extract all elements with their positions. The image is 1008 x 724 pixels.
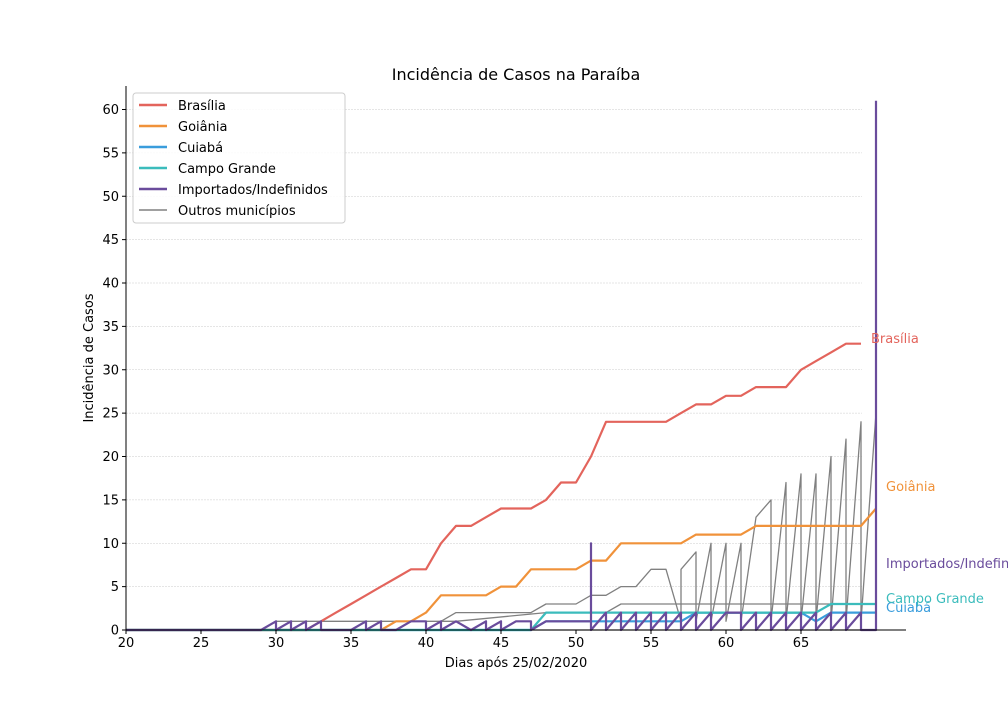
x-ticks: 20 25 30 35 40 45 50 55 60 65: [118, 630, 810, 651]
x-tick-label: 35: [343, 636, 360, 651]
chart-title: Incidência de Casos na Paraíba: [392, 65, 641, 84]
end-label: Goiânia: [886, 480, 935, 495]
legend: Brasília Goiânia Cuiabá Campo Grande Importa…: [132, 92, 346, 224]
series-line: [126, 413, 877, 631]
x-tick-label: 30: [268, 636, 285, 651]
grid-lines: [126, 109, 862, 587]
x-tick-label: 55: [643, 636, 660, 651]
y-tick-label: 55: [102, 146, 119, 161]
end-label: Brasília: [871, 332, 919, 347]
end-label: Cuiabá: [886, 601, 931, 616]
x-tick-label: 65: [793, 636, 810, 651]
axes: [125, 86, 906, 631]
x-tick-label: 50: [568, 636, 585, 651]
series-line: [126, 100, 878, 632]
y-axis-label: Incidência de Casos: [82, 293, 97, 422]
legend-label: Cuiabá: [178, 141, 223, 156]
x-tick-label: 20: [118, 636, 135, 651]
x-axis-label: Dias após 25/02/2020: [445, 656, 588, 671]
y-ticks: 0 5 10 15 20 25 30 35 40 45 50 55 60: [102, 103, 126, 639]
y-tick-label: 50: [102, 190, 119, 205]
legend-label: Outros municípios: [178, 204, 296, 219]
legend-label: Campo Grande: [178, 162, 276, 177]
y-tick-label: 30: [102, 363, 119, 378]
y-tick-label: 35: [102, 320, 119, 335]
y-tick-label: 40: [102, 277, 119, 292]
y-tick-label: 60: [102, 103, 119, 118]
y-tick-label: 15: [102, 493, 119, 508]
y-tick-label: 20: [102, 450, 119, 465]
end-label: Importados/Indefinidos: [886, 557, 1008, 572]
y-tick-label: 0: [111, 624, 119, 639]
legend-label: Brasília: [178, 99, 226, 114]
y-tick-label: 45: [102, 233, 119, 248]
y-tick-label: 10: [102, 537, 119, 552]
x-tick-label: 60: [718, 636, 735, 651]
legend-frame: [132, 92, 346, 224]
y-tick-label: 5: [111, 580, 119, 595]
legend-label: Goiânia: [178, 120, 227, 135]
x-tick-label: 40: [418, 636, 435, 651]
x-tick-label: 45: [493, 636, 510, 651]
y-tick-label: 25: [102, 407, 119, 422]
legend-label: Importados/Indefinidos: [178, 183, 328, 198]
end-label: Campo Grande: [886, 592, 984, 607]
x-tick-label: 25: [193, 636, 210, 651]
